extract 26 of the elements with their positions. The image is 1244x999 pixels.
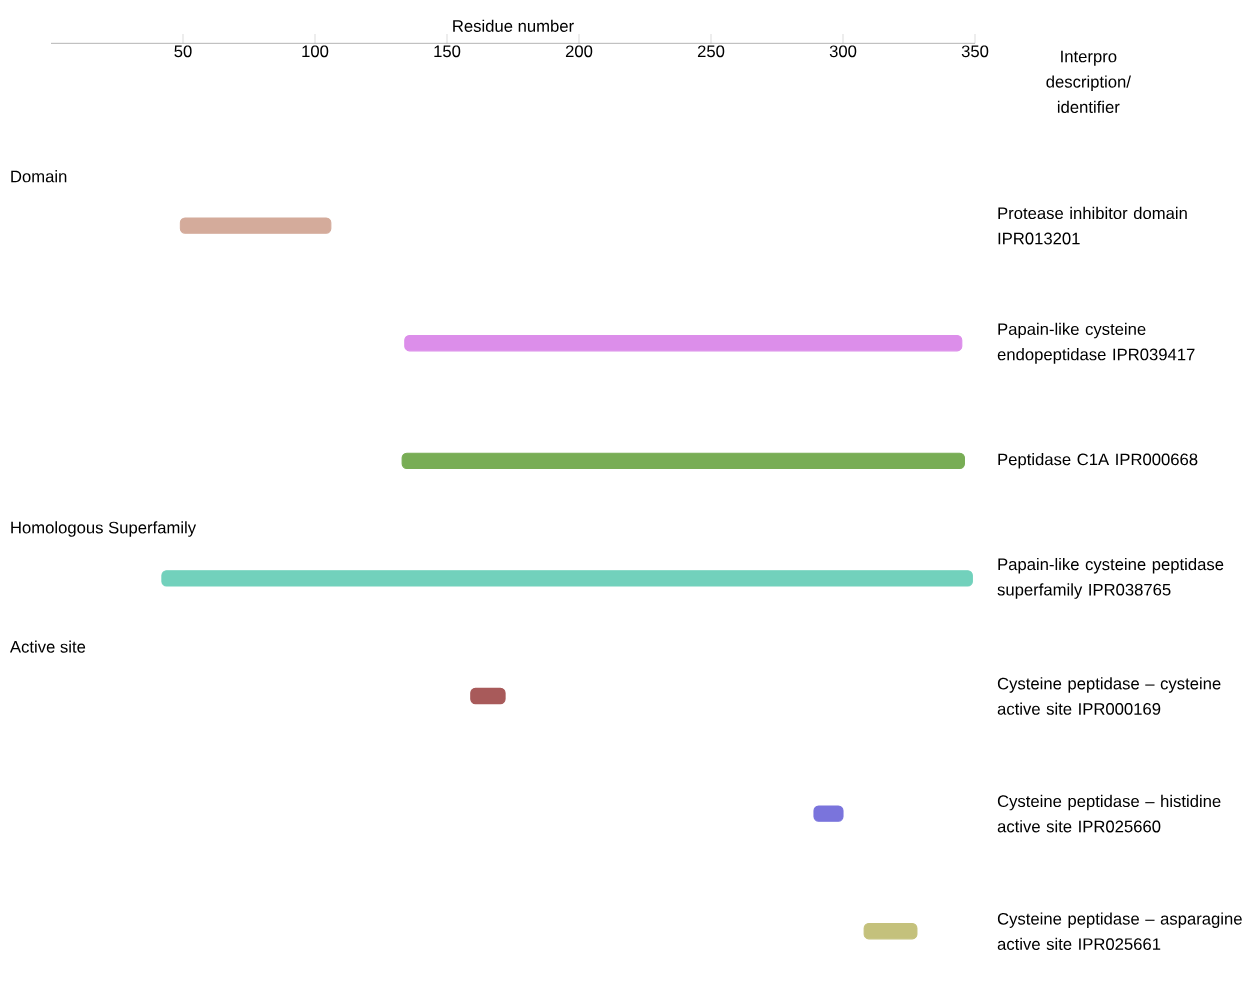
bar — [401, 452, 965, 469]
y-tick-label: Cysteine peptidase – cysteine active site IPR000169 — [997, 677, 1221, 715]
bar — [404, 335, 963, 352]
bar — [863, 923, 918, 940]
y-tick-label: Cysteine peptidase – asparagine active site IPR025661 — [997, 912, 1242, 950]
annotation: Active site — [9, 640, 86, 653]
y-tick-label: Cysteine peptidase – histidine active site IPR025660 — [997, 794, 1221, 833]
y-tick-label: Papain-like cysteine endopeptidase IPR039417 — [997, 322, 1195, 364]
annotation: Domain — [11, 170, 67, 183]
y-tick-label: Papain-like cysteine peptidase superfamily IPR038765 — [997, 557, 1224, 599]
x-axis-title: Residue number — [453, 19, 574, 32]
y-tick-label: Peptidase C1A IPR000668 — [998, 453, 1198, 469]
bar — [813, 805, 844, 822]
x-tick-label: 200 — [565, 45, 593, 58]
bar — [470, 687, 506, 705]
annotation: Homologous Superfamily — [11, 521, 197, 537]
x-tick-label: 300 — [829, 45, 857, 58]
legend-title: Interpro description/ identifier — [1046, 50, 1131, 114]
bar — [179, 217, 332, 234]
x-tick-label: 250 — [697, 45, 725, 58]
bar — [161, 570, 973, 587]
x-tick-label: 50 — [174, 45, 192, 58]
y-tick-label: Protease inhibitor domain IPR013201 — [998, 206, 1187, 245]
x-tick-label: 350 — [961, 45, 989, 58]
x-tick-label: 150 — [434, 45, 461, 58]
x-tick-label: 100 — [302, 45, 329, 58]
